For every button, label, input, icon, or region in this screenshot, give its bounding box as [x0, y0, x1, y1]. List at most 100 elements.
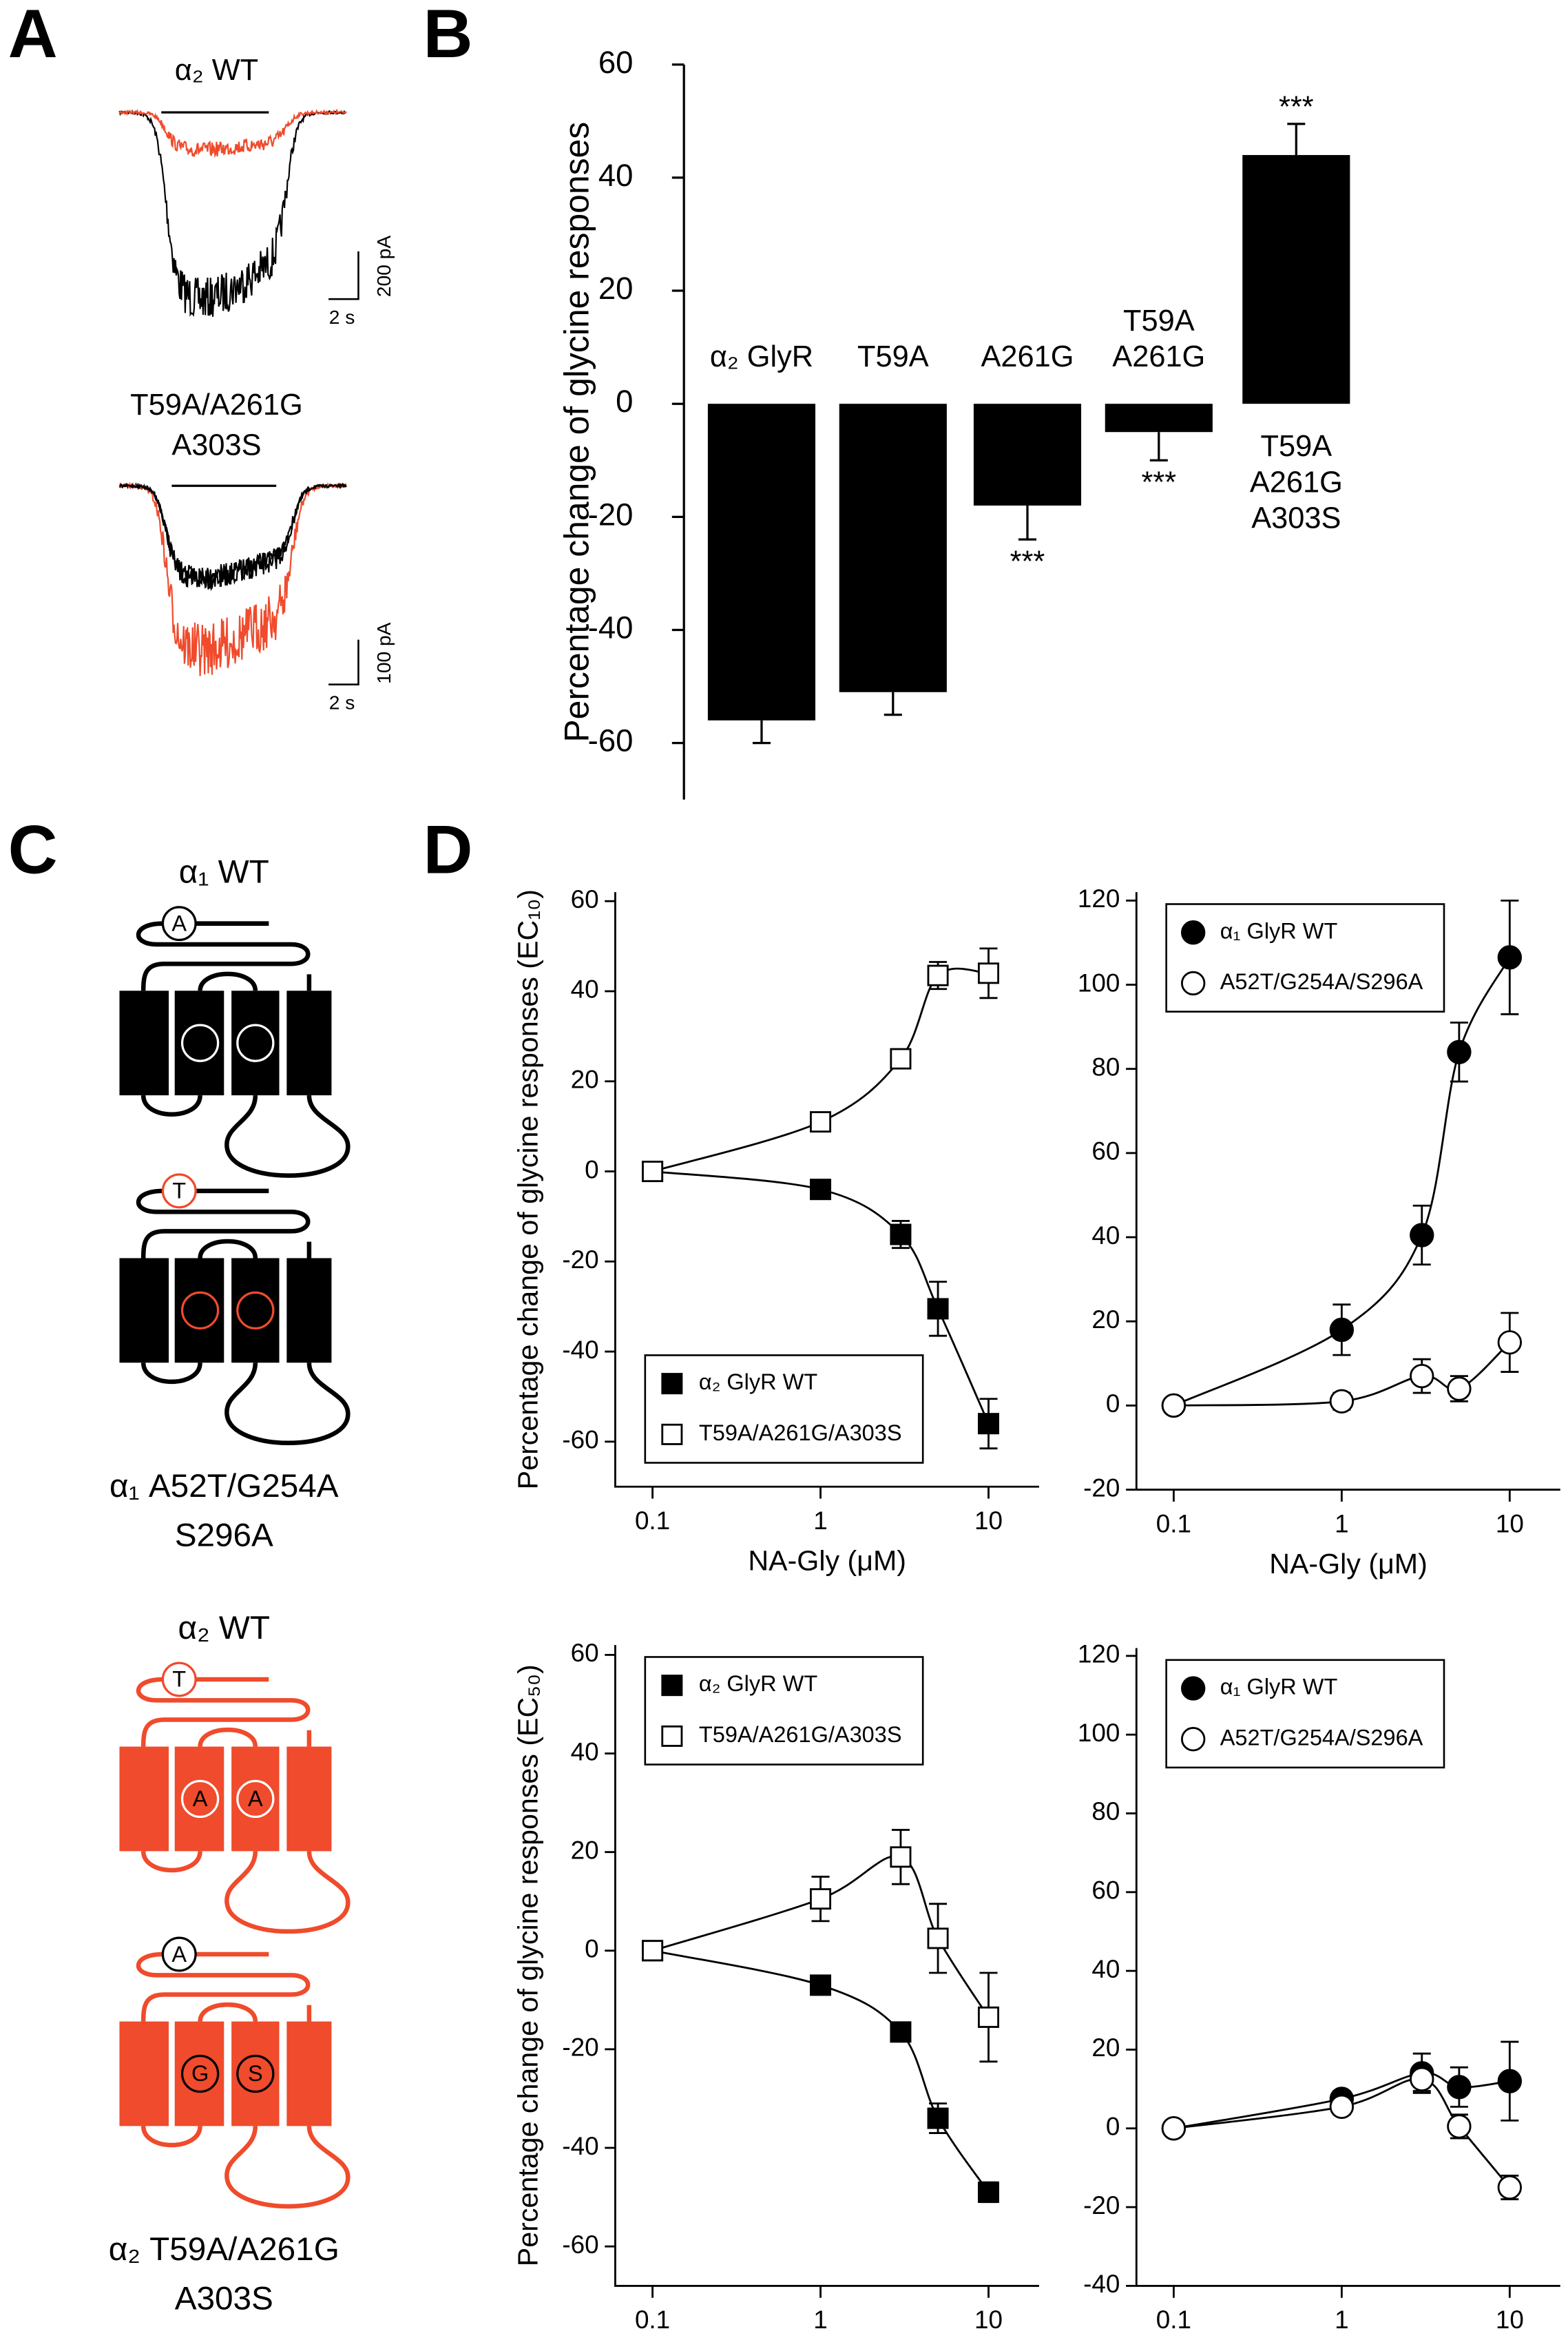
marker: [1181, 920, 1206, 945]
legend-box: [644, 1354, 924, 1464]
error-bar: [884, 692, 902, 716]
marker: [1410, 1223, 1434, 1247]
marker: [1181, 1727, 1206, 1752]
x-tick-label: T59A A261G: [1112, 305, 1205, 374]
trace-title: α₂ WT: [175, 54, 258, 87]
bar: [839, 404, 947, 692]
transmembrane-segment: [119, 1258, 169, 1363]
x-tick-label: 0.1: [1156, 2306, 1191, 2334]
scale-bar: [328, 251, 359, 300]
site-circle: [236, 1291, 275, 1329]
significance-label: ***: [1010, 545, 1045, 578]
site-label: A: [171, 1942, 187, 1967]
y-tick-label: 100: [1078, 969, 1120, 997]
transmembrane-segment: [286, 991, 332, 1096]
transmembrane-segment: [119, 1746, 169, 1852]
receptor-loop: [140, 1239, 351, 1445]
scale-label: 2 s: [329, 306, 355, 328]
y-tick-label: -60: [562, 1426, 598, 1454]
fit-curve: [1173, 1341, 1511, 1407]
error-bar: [1149, 432, 1168, 462]
current-trace: [118, 109, 347, 318]
site-label: G: [191, 1031, 209, 1055]
marker: [1447, 2114, 1472, 2139]
marker: [642, 1161, 664, 1183]
marker: [1410, 2067, 1434, 2092]
error-bar: [1287, 123, 1306, 156]
legend: α₂ GlyR WT T59A/A261G/A303S: [644, 1354, 924, 1464]
site-circle: [161, 1173, 197, 1209]
y-tick-label: -20: [562, 1245, 598, 1274]
marker: [1329, 1389, 1355, 1414]
legend: α₁ GlyR WT A52T/G254A/S296A: [1165, 1659, 1445, 1769]
legend-box: [644, 1656, 924, 1766]
y-tick-label: 20: [571, 1066, 599, 1094]
legend-label: A52T/G254A/S296A: [1220, 1725, 1423, 1750]
fit-curve: [652, 967, 989, 1172]
transmembrane-segment: [286, 1258, 332, 1363]
significance-label: ***: [1141, 466, 1176, 499]
legend: α₁ GlyR WT A52T/G254A/S296A: [1165, 903, 1445, 1013]
x-tick-label: 0.1: [635, 2306, 670, 2334]
marker: [810, 1179, 832, 1201]
marker: [642, 1940, 664, 1962]
y-tick-label: 60: [571, 885, 599, 913]
x-tick-label: 0.1: [635, 1506, 670, 1535]
legend-label: T59A/A261G/A303S: [699, 1420, 902, 1445]
current-trace: [118, 109, 347, 158]
site-label: A: [193, 1298, 208, 1323]
y-tick-label: 100: [1078, 1719, 1120, 1747]
y-tick-label: 60: [571, 1639, 599, 1667]
diagram-title: α₁ WT: [179, 854, 269, 891]
x-tick-label: 10: [974, 1506, 1003, 1535]
y-axis-label: Percentage change of glycine responses: [558, 122, 596, 743]
axes: [614, 892, 1039, 1488]
error-bar: [752, 720, 771, 745]
y-tick-label: 0: [585, 1155, 599, 1183]
site-label: A: [171, 911, 187, 935]
marker: [1497, 945, 1523, 970]
marker: [927, 2107, 949, 2129]
y-tick-label: 20: [598, 271, 634, 306]
site-label: G: [191, 2061, 209, 2086]
legend-label: α₁ GlyR WT: [1220, 1675, 1338, 1699]
marker: [1161, 1393, 1187, 1418]
diagram-title: α₁ A52T/G254A: [109, 1468, 339, 1504]
legend-label: T59A/A261G/A303S: [699, 1722, 902, 1747]
y-tick-label: 120: [1078, 1640, 1120, 1668]
site-circle: [161, 1936, 197, 1972]
x-tick-label: T59A A261G A303S: [1250, 431, 1343, 535]
y-tick-label: -40: [562, 1336, 598, 1364]
marker: [927, 964, 949, 986]
y-axis-label: Percentage change of glycine responses (…: [512, 1664, 544, 2266]
current-trace: [118, 482, 347, 676]
y-tick-label: 80: [1091, 1053, 1120, 1081]
marker: [1447, 2075, 1472, 2100]
scale-label: 200 pA: [373, 236, 395, 298]
marker: [890, 1223, 912, 1245]
axes: [614, 1645, 1039, 2287]
marker: [1497, 2069, 1523, 2093]
marker: [661, 1675, 683, 1697]
y-tick-label: 20: [1091, 1305, 1120, 1334]
y-tick-label: 0: [585, 1935, 599, 1963]
y-tick-label: -60: [588, 723, 634, 758]
y-tick-label: -40: [562, 2132, 598, 2160]
legend-label: α₂ GlyR WT: [699, 1671, 817, 1696]
receptor-loop: [136, 1951, 311, 2022]
panel-label: A: [8, 0, 58, 72]
legend-label: α₂ GlyR WT: [699, 1369, 817, 1394]
marker: [1497, 1330, 1523, 1355]
x-tick-label: 1: [1335, 1509, 1349, 1537]
site-circle: [236, 2054, 275, 2093]
receptor-loop: [136, 921, 311, 991]
site-label: A: [248, 1786, 263, 1811]
receptor-loop: [136, 1188, 311, 1259]
panel-label: B: [424, 0, 473, 72]
marker: [1447, 1039, 1472, 1064]
marker: [890, 1846, 912, 1868]
marker: [1161, 2116, 1187, 2141]
x-tick-label: A261G: [981, 341, 1074, 374]
legend-box: [1165, 903, 1445, 1013]
